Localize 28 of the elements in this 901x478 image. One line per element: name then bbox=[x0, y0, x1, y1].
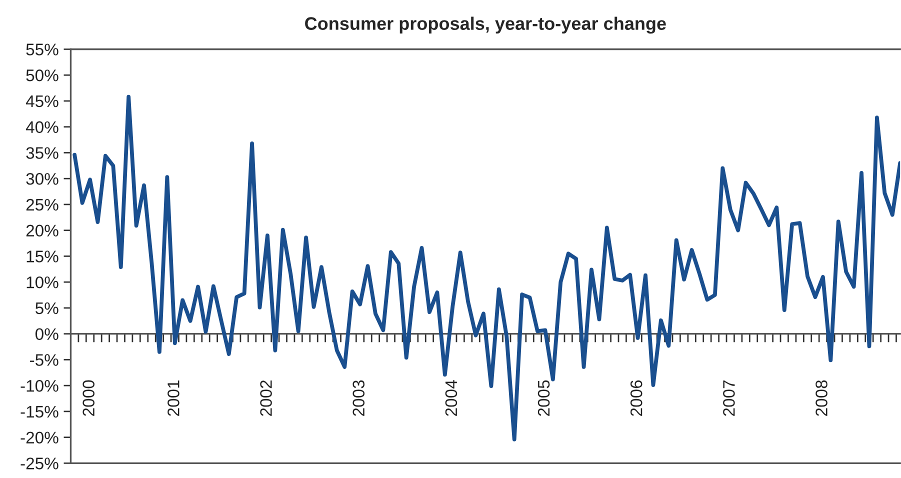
y-tick-label: 40% bbox=[26, 121, 58, 134]
x-tick-label: 2008 bbox=[816, 380, 828, 416]
x-tick-label: 2002 bbox=[260, 380, 272, 416]
x-tick-label: 2003 bbox=[352, 380, 365, 416]
x-tick-label: 2000 bbox=[82, 380, 94, 416]
y-tick-label: 20% bbox=[26, 224, 58, 237]
y-tick-label: 25% bbox=[26, 198, 58, 211]
y-tick-label: 15% bbox=[26, 250, 58, 262]
x-tick-label: 2004 bbox=[445, 380, 458, 416]
y-tick-label: 50% bbox=[26, 70, 58, 82]
y-tick-label: 55% bbox=[26, 44, 58, 56]
y-tick-label: 35% bbox=[26, 147, 58, 159]
y-tick-label: -10% bbox=[20, 380, 58, 392]
chart-title: Consumer proposals, year-to-year change bbox=[305, 16, 666, 34]
y-tick-label: -25% bbox=[20, 458, 58, 470]
y-tick-label: 5% bbox=[36, 302, 58, 314]
x-tick-label: 2005 bbox=[538, 380, 550, 416]
y-tick-label: 0% bbox=[35, 328, 58, 340]
y-tick-label: -15% bbox=[20, 406, 58, 418]
y-tick-label: 10% bbox=[26, 276, 58, 288]
y-tick-label: 45% bbox=[26, 95, 58, 108]
y-tick-label: -20% bbox=[20, 432, 58, 444]
x-tick-label: 2006 bbox=[630, 380, 642, 416]
y-tick-label: -5% bbox=[30, 354, 58, 366]
line-series bbox=[72, 94, 900, 442]
x-tick-label: 2007 bbox=[723, 380, 735, 416]
y-tick-label: 30% bbox=[26, 172, 58, 185]
x-tick-label: 2001 bbox=[168, 380, 180, 416]
